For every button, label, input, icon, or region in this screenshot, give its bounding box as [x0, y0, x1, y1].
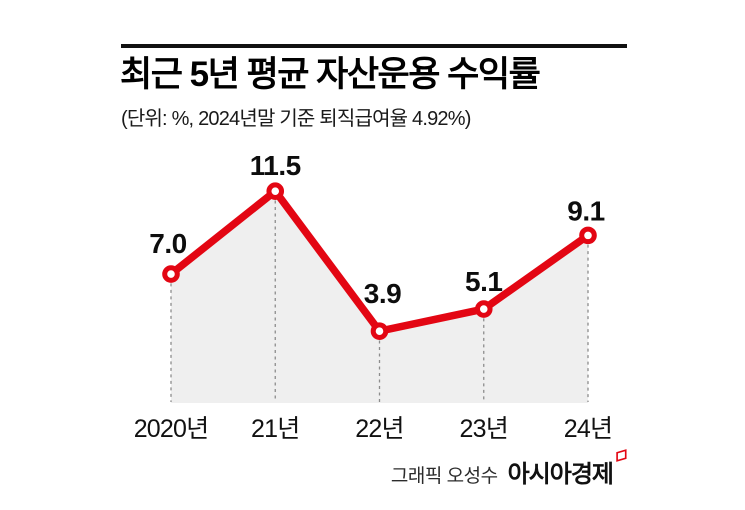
asiae-logo-mark-path: [616, 449, 627, 462]
data-point-value-2020년: 7.0: [149, 228, 186, 259]
x-axis-label-23년: 23년: [460, 415, 508, 443]
data-point-marker-24년: [579, 226, 597, 245]
data-point-marker-23년: [474, 300, 493, 318]
asiae-logo: 아시아경제: [507, 449, 627, 489]
credit-line: 그래픽 오성수 아시아경제: [390, 449, 627, 489]
data-point-value-24년: 9.1: [567, 195, 604, 226]
x-axis-label-21년: 21년: [251, 415, 299, 443]
data-point-marker-22년: [370, 322, 389, 340]
x-axis-label-22년: 22년: [355, 415, 403, 443]
data-point-value-23년: 5.1: [465, 266, 502, 297]
asiae-logo-text: 아시아경제: [507, 461, 614, 488]
x-axis-label-24년: 24년: [564, 415, 612, 443]
asiae-logo-mark-icon: [616, 449, 627, 462]
data-point-value-22년: 3.9: [364, 278, 401, 309]
data-point-marker-2020년: [162, 265, 180, 283]
data-point-marker-21년: [266, 182, 285, 200]
graphic-credit: 그래픽 오성수: [390, 466, 498, 487]
chart-unit-note: (단위: %, 2024년말 기준 퇴직급여율 4.92%): [121, 108, 471, 130]
chart-title: 최근 5년 평균 자산운용 수익률: [120, 55, 541, 94]
title-rule: [121, 44, 627, 48]
x-axis-label-2020년: 2020년: [134, 415, 209, 443]
data-point-value-21년: 11.5: [250, 150, 301, 181]
